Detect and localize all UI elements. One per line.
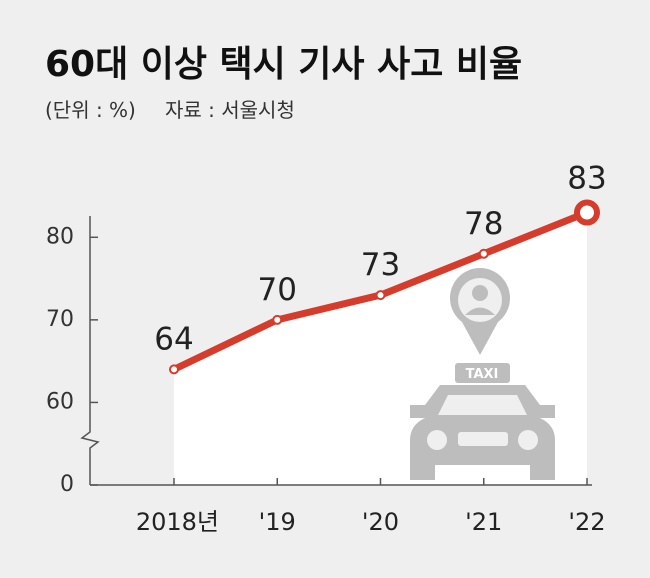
x-tick-label: '21 (465, 508, 502, 536)
taxi-sign: TAXI (466, 367, 499, 382)
y-tick-label: 60 (46, 389, 74, 414)
point (272, 314, 283, 325)
point (574, 199, 600, 226)
value-label: 64 (154, 321, 193, 357)
point (169, 364, 179, 375)
chart-title: 60대 이상 택시 기사 사고 비율 (45, 44, 522, 85)
x-tick-label: '22 (568, 508, 605, 536)
x-tick-label: '20 (362, 508, 399, 536)
point (375, 290, 386, 301)
value-label: 78 (464, 206, 503, 242)
y-tick-label: 70 (46, 307, 74, 332)
source: 자료 : 서울시청 (165, 98, 295, 122)
value-label: 73 (361, 247, 400, 283)
y-axis (80, 216, 100, 485)
taxi-icon: TAXI (410, 268, 555, 480)
chart-subtitle: (단위 : %) (45, 98, 136, 122)
x-tick-label: 2018년 (136, 508, 219, 536)
y-tick-label: 80 (46, 224, 74, 249)
y-tick-label: 0 (60, 472, 74, 497)
value-label: 70 (258, 272, 297, 308)
value-label: 83 (567, 161, 606, 197)
point (478, 248, 489, 259)
x-tick-label: '19 (259, 508, 296, 536)
